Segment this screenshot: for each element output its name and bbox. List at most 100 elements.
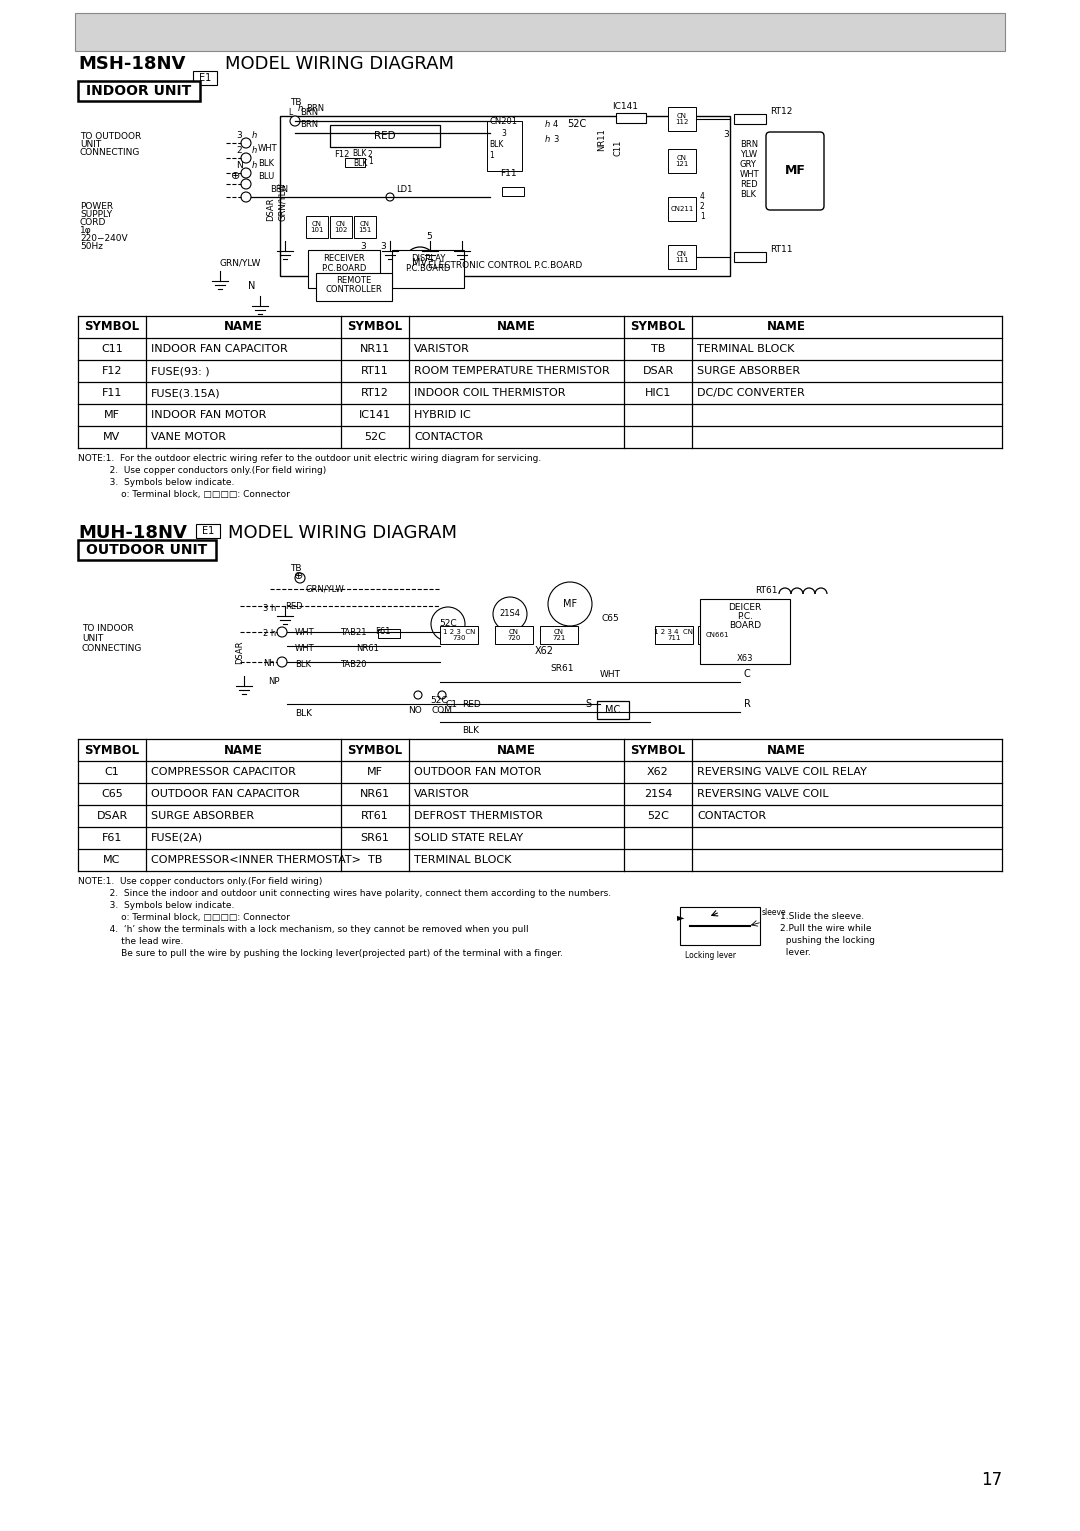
Bar	[392, 250, 464, 288]
Text: SUPPLY: SUPPLY	[80, 210, 112, 219]
Text: F12: F12	[334, 150, 349, 159]
Text: P.C.: P.C.	[737, 612, 753, 622]
Text: TERMINAL BLOCK: TERMINAL BLOCK	[697, 344, 795, 354]
Text: NP: NP	[268, 677, 280, 686]
Text: CONTROLLER: CONTROLLER	[326, 285, 382, 294]
Text: 1 2 3  CN
730: 1 2 3 CN 730	[443, 629, 475, 641]
Text: 3 h: 3 h	[264, 605, 276, 612]
Text: 1: 1	[700, 211, 705, 220]
Text: 4: 4	[700, 191, 705, 201]
Text: NR61: NR61	[356, 645, 379, 654]
Bar	[280, 116, 730, 276]
Bar	[75, 12, 1005, 51]
Text: RT61: RT61	[755, 586, 778, 596]
Circle shape	[276, 657, 287, 668]
Text: 21S4: 21S4	[499, 609, 521, 619]
Text: pushing the locking: pushing the locking	[780, 935, 875, 945]
Text: CN201: CN201	[490, 116, 518, 126]
Text: DISPLAY: DISPLAY	[410, 254, 445, 263]
Bar	[345, 158, 365, 167]
Text: CN
121: CN 121	[675, 155, 689, 167]
Circle shape	[548, 582, 592, 626]
Text: 5: 5	[426, 233, 432, 240]
Text: h: h	[545, 119, 550, 129]
Text: INDOOR COIL THERMISTOR: INDOOR COIL THERMISTOR	[414, 387, 566, 398]
Bar	[698, 626, 735, 645]
Text: IC141: IC141	[359, 410, 391, 419]
Text: UNIT: UNIT	[80, 139, 102, 149]
Circle shape	[295, 573, 305, 583]
Text: 52C: 52C	[440, 620, 457, 629]
Circle shape	[241, 191, 251, 202]
Text: SYMBOL: SYMBOL	[348, 744, 403, 756]
Bar	[597, 701, 629, 720]
Text: DEICER: DEICER	[728, 603, 761, 612]
Text: DC/DC CONVERTER: DC/DC CONVERTER	[697, 387, 805, 398]
Text: VARISTOR: VARISTOR	[414, 344, 470, 354]
Text: NAME: NAME	[497, 320, 536, 334]
Text: F12: F12	[102, 366, 122, 377]
Text: lever.: lever.	[780, 948, 811, 957]
Text: REMOTE: REMOTE	[336, 276, 372, 285]
Text: Nh: Nh	[264, 658, 274, 668]
Text: F61: F61	[375, 628, 391, 635]
Text: C1: C1	[105, 767, 120, 778]
Text: C65: C65	[602, 614, 620, 623]
Text: RT12: RT12	[770, 107, 793, 116]
Bar	[669, 149, 696, 173]
Text: 1 2 3 4  CN
711: 1 2 3 4 CN 711	[654, 629, 693, 641]
Text: TERMINAL BLOCK: TERMINAL BLOCK	[414, 854, 511, 865]
Text: ⊕: ⊕	[231, 171, 241, 181]
Text: BRN: BRN	[300, 109, 319, 116]
Text: the lead wire.: the lead wire.	[78, 937, 184, 946]
Text: CN661: CN661	[705, 632, 729, 638]
Text: NOTE:1.  For the outdoor electric wiring refer to the outdoor unit electric wiri: NOTE:1. For the outdoor electric wiring …	[78, 455, 541, 462]
Text: 2.  Since the indoor and outdoor unit connecting wires have polarity, connect th: 2. Since the indoor and outdoor unit con…	[78, 890, 611, 899]
Circle shape	[492, 597, 527, 631]
Text: BRN: BRN	[740, 139, 758, 149]
Bar	[440, 626, 478, 645]
Text: HIC1: HIC1	[645, 387, 671, 398]
Text: VANE MOTOR: VANE MOTOR	[151, 432, 226, 442]
Text: BLU: BLU	[258, 171, 274, 181]
Text: MC: MC	[104, 854, 121, 865]
Bar	[495, 626, 534, 645]
Text: 17: 17	[981, 1471, 1002, 1490]
Bar	[734, 113, 766, 124]
Text: MF: MF	[784, 164, 806, 178]
Text: POWER: POWER	[80, 202, 113, 211]
Text: X63: X63	[737, 654, 753, 663]
Text: MC: MC	[606, 704, 621, 715]
Text: GRN/YLW: GRN/YLW	[278, 182, 286, 220]
Bar	[487, 121, 522, 171]
Text: TB: TB	[291, 563, 301, 573]
Text: INDOOR UNIT: INDOOR UNIT	[86, 84, 191, 98]
Text: DSAR: DSAR	[267, 197, 275, 220]
Bar	[195, 524, 220, 537]
Text: HYBRID IC: HYBRID IC	[414, 410, 471, 419]
Text: 52C: 52C	[430, 697, 447, 704]
Circle shape	[241, 179, 251, 188]
Text: o: Terminal block, □□□□: Connector: o: Terminal block, □□□□: Connector	[78, 912, 289, 922]
Circle shape	[386, 193, 394, 201]
Text: SYMBOL: SYMBOL	[84, 744, 139, 756]
Text: NR11: NR11	[597, 129, 607, 152]
Text: MODEL WIRING DIAGRAM: MODEL WIRING DIAGRAM	[228, 524, 457, 542]
Bar	[540, 626, 578, 645]
Text: CONNECTING: CONNECTING	[82, 645, 143, 654]
Text: 3.  Symbols below indicate.: 3. Symbols below indicate.	[78, 478, 234, 487]
Bar	[330, 216, 352, 237]
Circle shape	[404, 246, 436, 279]
Text: DSAR: DSAR	[643, 366, 674, 377]
Text: NOTE:1.  Use copper conductors only.(For field wiring): NOTE:1. Use copper conductors only.(For …	[78, 877, 322, 886]
Text: BLK: BLK	[295, 660, 311, 669]
Circle shape	[241, 138, 251, 149]
Text: TB: TB	[291, 98, 301, 107]
Text: C11: C11	[102, 344, 123, 354]
Text: TB: TB	[368, 854, 382, 865]
Text: 4: 4	[553, 119, 558, 129]
Text: h: h	[252, 145, 257, 155]
Text: TB: TB	[651, 344, 665, 354]
Text: MV: MV	[104, 432, 121, 442]
Circle shape	[276, 628, 287, 637]
